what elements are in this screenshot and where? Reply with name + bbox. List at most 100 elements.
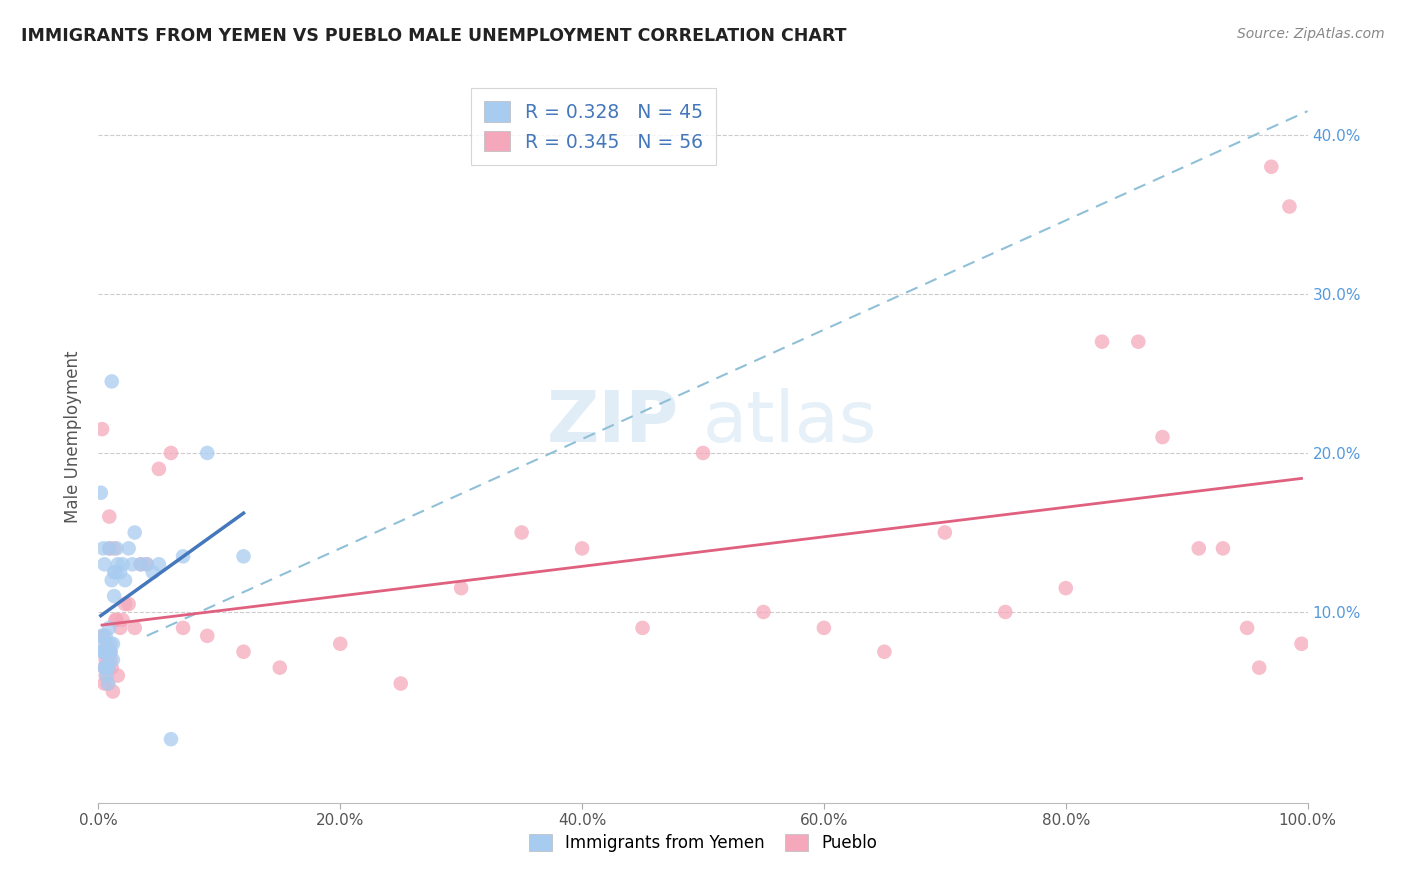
- Point: [91, 645, 114, 659]
- Point: [93, 645, 115, 659]
- Point: [101, 637, 124, 651]
- Point: [135, 558, 157, 572]
- Point: [129, 558, 152, 572]
- Point: [148, 462, 170, 476]
- Point: [1188, 541, 1211, 556]
- Point: [269, 660, 291, 674]
- Point: [124, 525, 146, 540]
- Point: [91, 629, 114, 643]
- Point: [93, 558, 115, 572]
- Point: [571, 541, 593, 556]
- Point: [195, 629, 218, 643]
- Point: [129, 558, 152, 572]
- Text: atlas: atlas: [703, 388, 877, 457]
- Point: [172, 621, 194, 635]
- Point: [232, 645, 254, 659]
- Point: [135, 558, 157, 572]
- Point: [98, 509, 121, 524]
- Point: [94, 629, 117, 643]
- Point: [142, 566, 165, 580]
- Point: [510, 525, 533, 540]
- Point: [114, 573, 136, 587]
- Point: [118, 597, 141, 611]
- Point: [114, 597, 136, 611]
- Point: [100, 660, 122, 674]
- Point: [96, 660, 118, 674]
- Point: [111, 558, 134, 572]
- Point: [105, 613, 128, 627]
- Y-axis label: Male Unemployment: Male Unemployment: [65, 351, 83, 524]
- Point: [195, 446, 218, 460]
- Point: [1249, 660, 1271, 674]
- Point: [100, 645, 122, 659]
- Point: [1054, 581, 1077, 595]
- Point: [934, 525, 956, 540]
- Point: [108, 566, 131, 580]
- Point: [105, 541, 128, 556]
- Point: [94, 645, 117, 659]
- Point: [994, 605, 1017, 619]
- Text: Source: ZipAtlas.com: Source: ZipAtlas.com: [1237, 27, 1385, 41]
- Point: [97, 653, 120, 667]
- Point: [104, 566, 127, 580]
- Point: [172, 549, 194, 564]
- Point: [101, 653, 124, 667]
- Point: [100, 573, 122, 587]
- Point: [91, 637, 114, 651]
- Legend: Immigrants from Yemen, Pueblo: Immigrants from Yemen, Pueblo: [520, 825, 886, 860]
- Point: [97, 676, 120, 690]
- Point: [94, 653, 117, 667]
- Point: [103, 566, 125, 580]
- Text: ZIP: ZIP: [547, 388, 679, 457]
- Point: [389, 676, 412, 690]
- Point: [103, 589, 125, 603]
- Point: [1278, 200, 1301, 214]
- Point: [98, 645, 121, 659]
- Point: [160, 446, 183, 460]
- Point: [98, 541, 121, 556]
- Point: [329, 637, 352, 651]
- Point: [118, 541, 141, 556]
- Point: [873, 645, 896, 659]
- Point: [1260, 160, 1282, 174]
- Point: [100, 645, 122, 659]
- Point: [96, 637, 118, 651]
- Point: [111, 613, 134, 627]
- Point: [631, 621, 654, 635]
- Point: [100, 637, 122, 651]
- Point: [94, 668, 117, 682]
- Point: [100, 375, 122, 389]
- Point: [100, 653, 122, 667]
- Point: [124, 621, 146, 635]
- Point: [232, 549, 254, 564]
- Point: [96, 668, 118, 682]
- Point: [97, 676, 120, 690]
- Point: [93, 676, 115, 690]
- Point: [104, 613, 127, 627]
- Point: [450, 581, 472, 595]
- Point: [107, 668, 129, 682]
- Point: [108, 621, 131, 635]
- Point: [1152, 430, 1174, 444]
- Point: [1091, 334, 1114, 349]
- Point: [1291, 637, 1313, 651]
- Point: [94, 660, 117, 674]
- Point: [752, 605, 775, 619]
- Point: [91, 541, 114, 556]
- Point: [93, 660, 115, 674]
- Point: [692, 446, 714, 460]
- Point: [97, 660, 120, 674]
- Text: IMMIGRANTS FROM YEMEN VS PUEBLO MALE UNEMPLOYMENT CORRELATION CHART: IMMIGRANTS FROM YEMEN VS PUEBLO MALE UNE…: [21, 27, 846, 45]
- Point: [1212, 541, 1234, 556]
- Point: [96, 660, 118, 674]
- Point: [91, 629, 114, 643]
- Point: [91, 422, 114, 436]
- Point: [1236, 621, 1258, 635]
- Point: [103, 541, 125, 556]
- Point: [160, 732, 183, 747]
- Point: [98, 621, 121, 635]
- Point: [813, 621, 835, 635]
- Point: [98, 541, 121, 556]
- Point: [107, 558, 129, 572]
- Point: [93, 660, 115, 674]
